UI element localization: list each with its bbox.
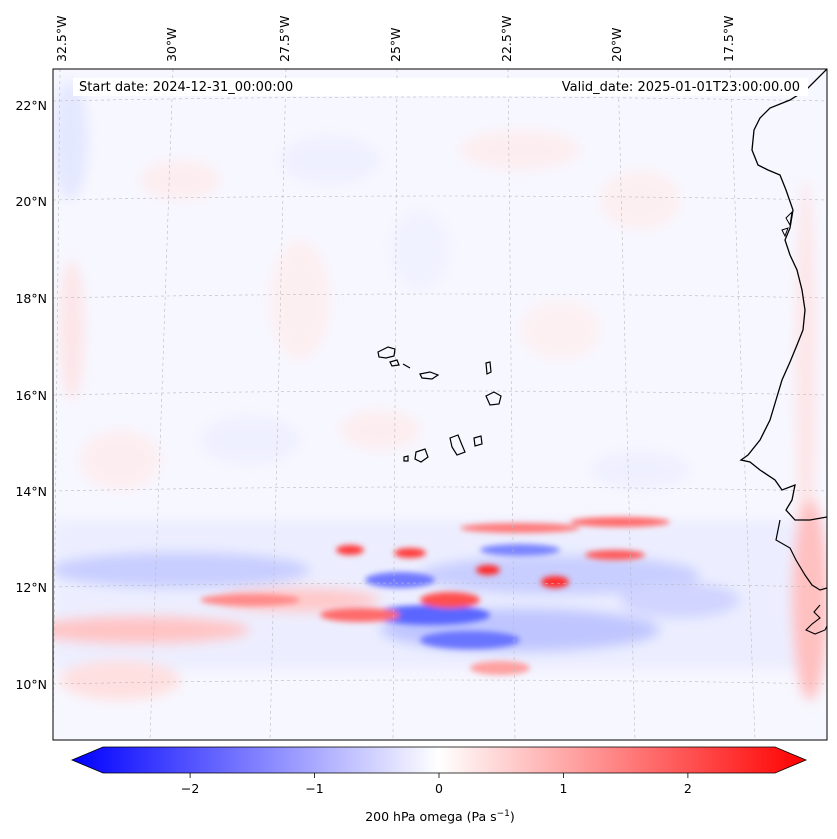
colorbar-label: 200 hPa omega (Pa s−1) — [365, 809, 515, 824]
lat-label-10n: 10°N — [15, 677, 47, 692]
colorbar-tick-neg1: −1 — [305, 781, 323, 796]
start-date-label: Start date: 2024-12-31_00:00:00 — [79, 80, 293, 95]
lon-label-27-5w: 27.5°W — [277, 16, 292, 62]
lat-label-18n: 18°N — [15, 291, 47, 306]
colorbar-tick-0: 0 — [435, 781, 443, 796]
valid-date-label: Valid_date: 2025-01-01T23:00:00.00 — [562, 80, 800, 95]
latitude-labels: 22°N 20°N 18°N 16°N 14°N 12°N 10°N — [15, 98, 47, 692]
colorbar: −2 −1 0 1 2 200 hPa omega (Pa s−1) — [70, 746, 808, 824]
lon-label-32-5w: 32.5°W — [54, 16, 69, 62]
lon-label-17-5w: 17.5°W — [721, 16, 736, 62]
title-strip — [73, 78, 808, 96]
lat-label-20n: 20°N — [15, 194, 47, 209]
lon-label-25w: 25°W — [388, 27, 403, 62]
cape-verde-islands — [377, 346, 502, 463]
graticule — [53, 69, 827, 740]
lon-label-22-5w: 22.5°W — [499, 16, 514, 62]
omega-field — [53, 69, 827, 740]
colorbar-tick-neg2: −2 — [181, 781, 199, 796]
lat-label-22n: 22°N — [15, 98, 47, 113]
colorbar-body — [70, 746, 808, 774]
lon-label-20w: 20°W — [609, 27, 624, 62]
african-coastline — [739, 69, 827, 521]
colorbar-tick-1: 1 — [559, 781, 567, 796]
map-frame — [52, 68, 828, 741]
lat-label-16n: 16°N — [15, 388, 47, 403]
lat-label-14n: 14°N — [15, 484, 47, 499]
colorbar-tick-2: 2 — [684, 781, 692, 796]
lon-label-30w: 30°W — [164, 27, 179, 62]
longitude-labels: 32.5°W 30°W 27.5°W 25°W 22.5°W 20°W 17.5… — [54, 16, 736, 62]
lat-label-12n: 12°N — [15, 580, 47, 595]
